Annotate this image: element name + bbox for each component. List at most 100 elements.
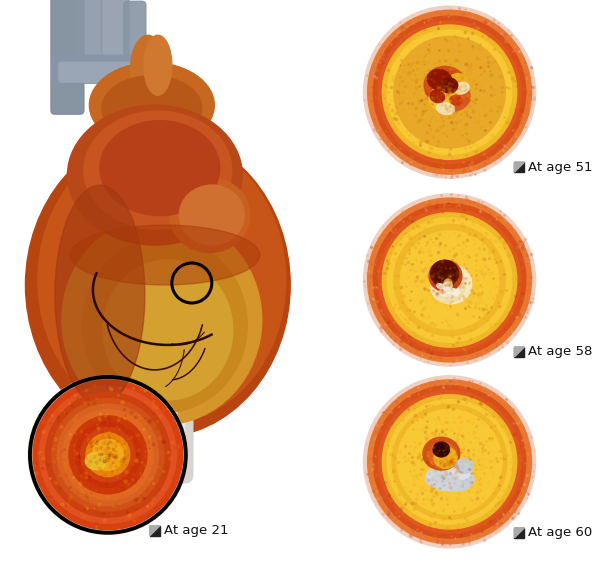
FancyBboxPatch shape (52, 55, 148, 83)
Ellipse shape (437, 284, 446, 289)
Bar (514, 162, 525, 172)
Circle shape (368, 380, 531, 544)
Circle shape (392, 405, 507, 519)
Bar (514, 528, 525, 538)
Ellipse shape (82, 238, 247, 413)
Circle shape (394, 36, 505, 148)
Ellipse shape (434, 447, 457, 469)
Ellipse shape (437, 102, 454, 114)
FancyBboxPatch shape (139, 367, 177, 475)
Ellipse shape (437, 82, 470, 111)
Circle shape (39, 386, 176, 524)
Circle shape (364, 376, 536, 548)
Circle shape (373, 204, 526, 356)
Circle shape (364, 194, 536, 366)
Ellipse shape (429, 86, 457, 112)
Circle shape (378, 391, 521, 533)
Ellipse shape (431, 71, 468, 105)
Circle shape (387, 218, 512, 342)
Circle shape (400, 231, 499, 329)
Ellipse shape (179, 185, 244, 245)
Circle shape (368, 10, 531, 174)
Circle shape (373, 16, 526, 168)
Ellipse shape (85, 452, 107, 470)
Ellipse shape (426, 465, 460, 488)
Circle shape (368, 198, 531, 362)
FancyBboxPatch shape (124, 1, 146, 74)
FancyBboxPatch shape (131, 362, 185, 479)
Ellipse shape (439, 288, 460, 297)
Circle shape (92, 439, 123, 470)
Ellipse shape (38, 136, 285, 424)
Ellipse shape (431, 264, 472, 304)
Circle shape (387, 30, 512, 155)
Ellipse shape (433, 442, 450, 457)
Ellipse shape (26, 132, 290, 438)
Text: At age 51: At age 51 (528, 161, 593, 174)
Ellipse shape (429, 260, 462, 291)
Ellipse shape (100, 121, 220, 216)
Ellipse shape (170, 178, 249, 252)
Ellipse shape (436, 445, 447, 454)
FancyBboxPatch shape (59, 62, 140, 82)
Ellipse shape (428, 70, 452, 91)
Circle shape (63, 410, 153, 500)
Polygon shape (514, 528, 525, 538)
Ellipse shape (444, 279, 452, 291)
Ellipse shape (436, 266, 457, 286)
Circle shape (378, 21, 521, 164)
Circle shape (46, 392, 170, 517)
Ellipse shape (68, 105, 242, 245)
Ellipse shape (433, 465, 474, 491)
FancyBboxPatch shape (51, 0, 84, 114)
Circle shape (382, 395, 517, 529)
FancyBboxPatch shape (78, 0, 102, 79)
Ellipse shape (431, 260, 459, 286)
Ellipse shape (90, 63, 214, 148)
Text: At age 60: At age 60 (528, 526, 593, 539)
Bar (150, 526, 160, 536)
Circle shape (81, 427, 135, 482)
Circle shape (86, 433, 130, 477)
Ellipse shape (131, 35, 165, 105)
Ellipse shape (442, 78, 458, 93)
Circle shape (52, 398, 164, 511)
Ellipse shape (423, 438, 460, 470)
Ellipse shape (103, 260, 233, 400)
Ellipse shape (431, 474, 460, 491)
Ellipse shape (450, 96, 462, 105)
Text: At age 21: At age 21 (164, 524, 228, 537)
Circle shape (378, 209, 521, 351)
Ellipse shape (424, 66, 467, 105)
Ellipse shape (102, 76, 202, 140)
Bar (514, 347, 525, 357)
Circle shape (387, 400, 512, 524)
Circle shape (69, 416, 147, 494)
Ellipse shape (431, 270, 465, 303)
FancyBboxPatch shape (122, 357, 193, 483)
Polygon shape (150, 526, 160, 536)
Circle shape (30, 377, 186, 533)
Circle shape (75, 422, 141, 487)
Circle shape (382, 213, 517, 347)
Text: At age 58: At age 58 (528, 345, 593, 358)
Circle shape (364, 6, 536, 178)
Circle shape (397, 409, 502, 514)
Circle shape (33, 380, 183, 530)
Circle shape (29, 375, 187, 534)
Ellipse shape (454, 82, 469, 94)
Circle shape (394, 224, 505, 336)
Ellipse shape (84, 111, 232, 229)
Circle shape (57, 404, 159, 505)
Ellipse shape (447, 461, 472, 479)
Ellipse shape (70, 225, 260, 285)
Ellipse shape (62, 215, 262, 425)
Ellipse shape (455, 458, 473, 473)
Circle shape (382, 25, 517, 160)
Circle shape (373, 385, 526, 538)
Ellipse shape (430, 90, 445, 102)
Ellipse shape (429, 442, 458, 469)
Ellipse shape (447, 74, 469, 95)
Polygon shape (514, 162, 525, 172)
Polygon shape (514, 347, 525, 357)
